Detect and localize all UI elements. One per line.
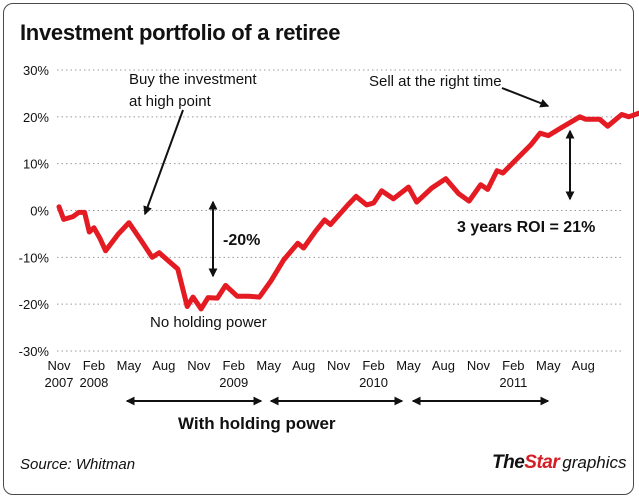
gridlines: [57, 69, 622, 352]
y-tick-label: 20%: [23, 110, 49, 125]
x-tick-label: Feb: [502, 358, 524, 373]
chart-title: Investment portfolio of a retiree: [20, 20, 341, 45]
sell-arrow: [501, 87, 550, 108]
x-tick-label: Aug: [292, 358, 315, 373]
brand-the: The: [492, 452, 525, 473]
x-tick-year: 2009: [219, 375, 248, 390]
x-tick-label: Feb: [362, 358, 384, 373]
source-note: Source: Whitman: [20, 456, 136, 473]
y-tick-label: 10%: [23, 157, 49, 172]
x-tick-year: 2011: [499, 375, 527, 390]
x-tick-year: 2008: [79, 375, 108, 390]
x-tick-label: Aug: [432, 358, 455, 373]
x-tick-label: Nov: [47, 358, 71, 373]
brand-star: Star: [524, 452, 560, 473]
x-tick-label: May: [536, 358, 561, 373]
buy-annotation-line2: at high point: [129, 93, 212, 110]
x-tick-label: Aug: [152, 358, 175, 373]
x-tick-label: Feb: [223, 358, 245, 373]
y-axis: -30% -20% -10% 0% 10% 20% 30%: [19, 63, 50, 359]
buy-annotation: Buy the investment: [129, 71, 257, 88]
data-series: [56, 110, 639, 312]
with-holding-annotation: With holding power: [178, 414, 336, 433]
x-tick-label: Feb: [83, 358, 105, 373]
no-holding-annotation: No holding power: [150, 314, 267, 331]
x-axis: Nov 2007 Feb 2008 May Aug Nov Feb 2009 May Aug Nov F…: [45, 358, 595, 390]
x-tick-label: Aug: [572, 358, 595, 373]
y-tick-label: -30%: [19, 344, 50, 359]
x-tick-label: Nov: [187, 358, 211, 373]
y-tick-label: -10%: [19, 250, 50, 265]
portfolio-line: [56, 110, 639, 312]
brand-suffix: graphics: [562, 453, 627, 472]
y-tick-label: 30%: [23, 63, 49, 78]
x-tick-label: May: [256, 358, 281, 373]
roi-annotation: 3 years ROI = 21%: [457, 219, 595, 236]
y-tick-label: -20%: [19, 297, 50, 312]
x-tick-year: 2010: [359, 375, 388, 390]
sell-annotation: Sell at the right time: [369, 73, 502, 90]
y-tick-label: 0%: [30, 204, 49, 219]
buy-arrow: [143, 109, 184, 216]
x-tick-label: May: [117, 358, 142, 373]
x-tick-label: Nov: [327, 358, 351, 373]
drop-annotation: -20%: [223, 232, 260, 249]
x-tick-year: 2007: [45, 375, 74, 390]
x-tick-label: May: [396, 358, 421, 373]
chart-frame: [3, 3, 634, 495]
brand-logo: TheStar graphics: [492, 452, 627, 474]
x-tick-label: Nov: [467, 358, 491, 373]
